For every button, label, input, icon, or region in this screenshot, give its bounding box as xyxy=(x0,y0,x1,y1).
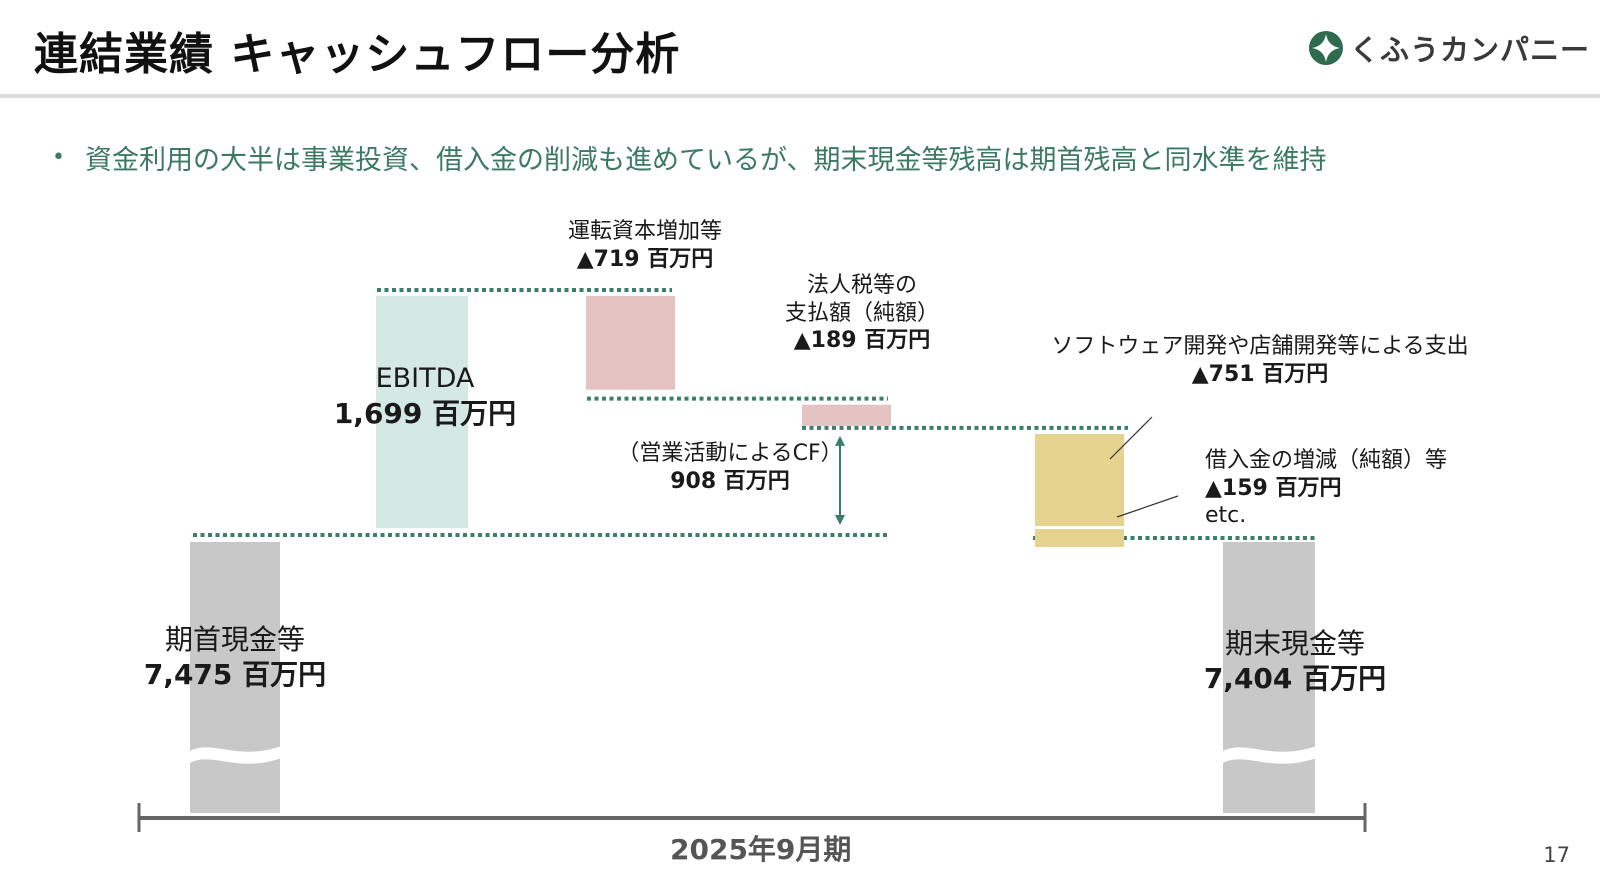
capex-label: ソフトウェア開発や店舗開発等による支出 ▲751 百万円 xyxy=(1030,333,1490,388)
tax-label: 法人税等の 支払額（純額） ▲189 百万円 xyxy=(762,272,962,355)
closing-cash-bar xyxy=(1223,542,1315,813)
arrow-down-icon xyxy=(835,515,845,525)
borrowings-value: ▲159 百万円 xyxy=(1205,475,1342,501)
chart-annotations xyxy=(835,416,1179,525)
company-logo: くふうカンパニー xyxy=(1308,27,1590,69)
arrow-up-icon xyxy=(835,435,845,446)
header-divider xyxy=(0,94,1600,98)
opening-value: 7,475 百万円 xyxy=(143,658,327,691)
capex-value: ▲751 百万円 xyxy=(1191,361,1329,387)
opening-name: 期首現金等 xyxy=(164,623,305,656)
borrowings-name: 借入金の増減（純額）等 xyxy=(1205,448,1448,473)
bars xyxy=(188,296,1317,813)
borrowings-label: 借入金の増減（純額）等 ▲159 百万円 etc. xyxy=(1205,447,1447,530)
opening-cash-bar xyxy=(190,542,280,813)
operating-cf-value: 908 百万円 xyxy=(670,468,790,494)
page-title: 連結業績 キャッシュフロー分析 xyxy=(34,29,681,80)
borrowings-note: etc. xyxy=(1205,503,1247,528)
capex-leader-line xyxy=(1109,416,1153,460)
borrowings-leader-line xyxy=(1116,495,1179,518)
tax-name-line1: 法人税等の xyxy=(806,273,917,298)
tax-bar xyxy=(802,404,891,426)
ebitda-name: EBITDA xyxy=(375,363,475,394)
working-capital-name: 運転資本増加等 xyxy=(567,219,722,244)
ebitda-bar xyxy=(376,296,468,528)
opening-label: 期首現金等 7,475 百万円 xyxy=(140,622,330,692)
working-capital-value: ▲719 百万円 xyxy=(576,246,714,272)
summary-bullet: • 資金利用の大半は事業投資、借入金の削減も進めているが、期末現金等残高は期首残… xyxy=(52,138,1326,177)
closing-value: 7,404 百万円 xyxy=(1203,662,1387,695)
x-axis-label: 2025年9月期 xyxy=(670,833,852,866)
closing-label: 期末現金等 7,404 百万円 xyxy=(1175,626,1415,696)
borrowings-bar xyxy=(1035,529,1124,548)
tax-name-line2: 支払額（純額） xyxy=(784,300,939,326)
x-axis xyxy=(137,803,1367,832)
opening-axis-break-icon xyxy=(188,746,282,764)
closing-name: 期末現金等 xyxy=(1224,627,1365,660)
page-number: 17 xyxy=(1543,843,1570,867)
sparkle-circle-icon xyxy=(1309,31,1343,65)
ebitda-label: EBITDA 1,699 百万円 xyxy=(325,362,525,431)
summary-text: 資金利用の大半は事業投資、借入金の削減も進めているが、期末現金等残高は期首残高と… xyxy=(84,145,1327,176)
capex-bar xyxy=(1035,433,1124,527)
bullet-dot-icon: • xyxy=(52,145,65,170)
working-capital-label: 運転資本増加等 ▲719 百万円 xyxy=(540,218,750,273)
logo-text: くふうカンパニー xyxy=(1350,33,1591,67)
ebitda-value: 1,699 百万円 xyxy=(333,396,517,430)
operating-cf-name: （営業活動によるCF） xyxy=(617,441,843,466)
operating-cf-label: （営業活動によるCF） 908 百万円 xyxy=(610,440,850,495)
closing-axis-break-icon xyxy=(1221,746,1317,764)
working-capital-bar xyxy=(586,296,675,390)
capex-name: ソフトウェア開発や店舗開発等による支出 xyxy=(1051,334,1469,359)
tax-value: ▲189 百万円 xyxy=(793,328,931,353)
